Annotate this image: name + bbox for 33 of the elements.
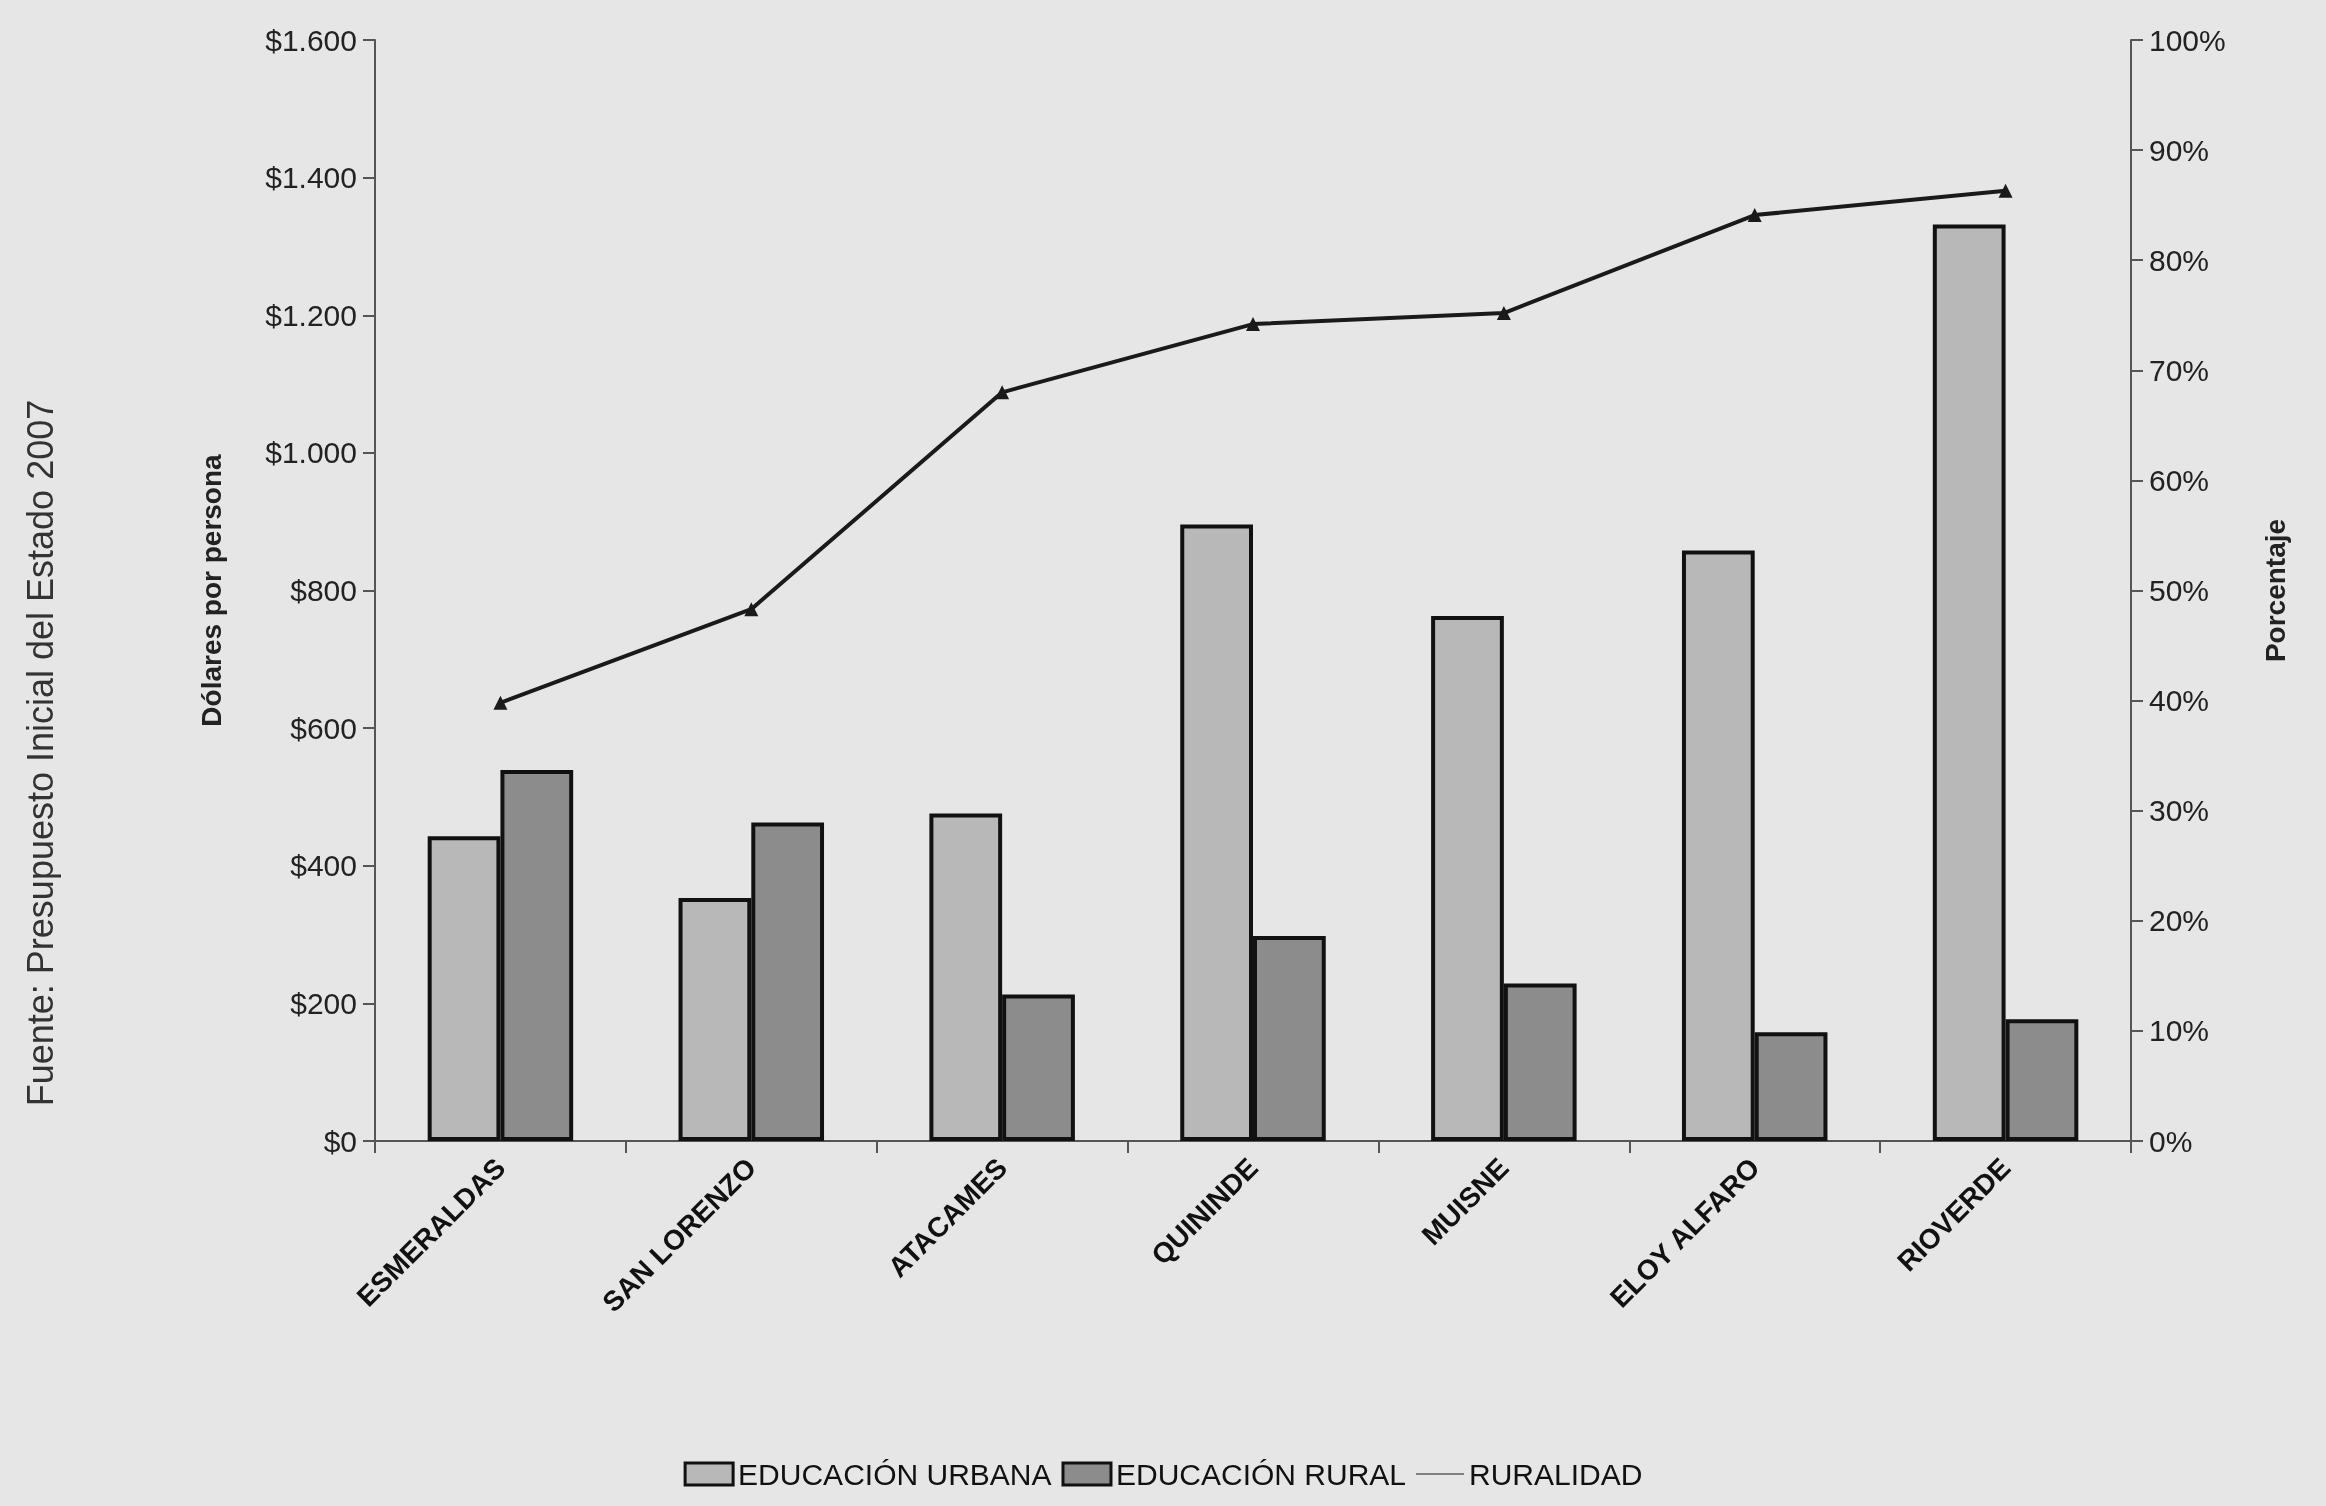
legend-label: RURALIDAD	[1469, 1457, 1643, 1491]
y2-tick-label: 50%	[2149, 574, 2210, 607]
point	[1998, 183, 2013, 198]
y-tick-label: $1.400	[265, 161, 357, 195]
point	[1747, 208, 1762, 223]
source-note: Fuente: Presupuesto Inicial del Estado 2007	[19, 399, 61, 1107]
y2-tick-label: 80%	[2149, 243, 2210, 277]
y-tick-label: $1.200	[265, 298, 357, 332]
point	[744, 602, 759, 617]
y2-tick-label: 10%	[2149, 1014, 2210, 1048]
y-axis-title: Dólares por persona	[195, 453, 227, 727]
y-tick-label: $800	[290, 574, 357, 607]
y2-tick-label: 100%	[2149, 23, 2226, 57]
y-tick-label: $0	[323, 1124, 357, 1158]
y-tick-label: $1.600	[265, 23, 357, 57]
y2-tick-label: 20%	[2149, 904, 2210, 938]
y-tick-label: $400	[290, 849, 357, 883]
point	[1246, 317, 1260, 332]
y2-tick-label: 0%	[2149, 1124, 2193, 1158]
y2-tick-label: 30%	[2149, 794, 2210, 828]
y2-tick-label: 70%	[2149, 353, 2210, 387]
y-tick-label: $1.000	[265, 436, 357, 470]
y2-axis-title: Porcentaje	[2259, 518, 2291, 663]
point	[995, 385, 1010, 400]
y2-tick-label: 90%	[2149, 133, 2210, 167]
point	[1496, 306, 1511, 321]
legend-label: EDUCACIÓN RURAL	[1115, 1457, 1407, 1491]
y-tick-label: $200	[290, 986, 357, 1020]
point	[493, 695, 508, 710]
y2-tick-label: 60%	[2149, 463, 2210, 497]
y2-tick-label: 40%	[2149, 684, 2210, 718]
legend-label: EDUCACIÓN URBANA	[738, 1457, 1052, 1491]
y-tick-label: $600	[290, 711, 357, 745]
